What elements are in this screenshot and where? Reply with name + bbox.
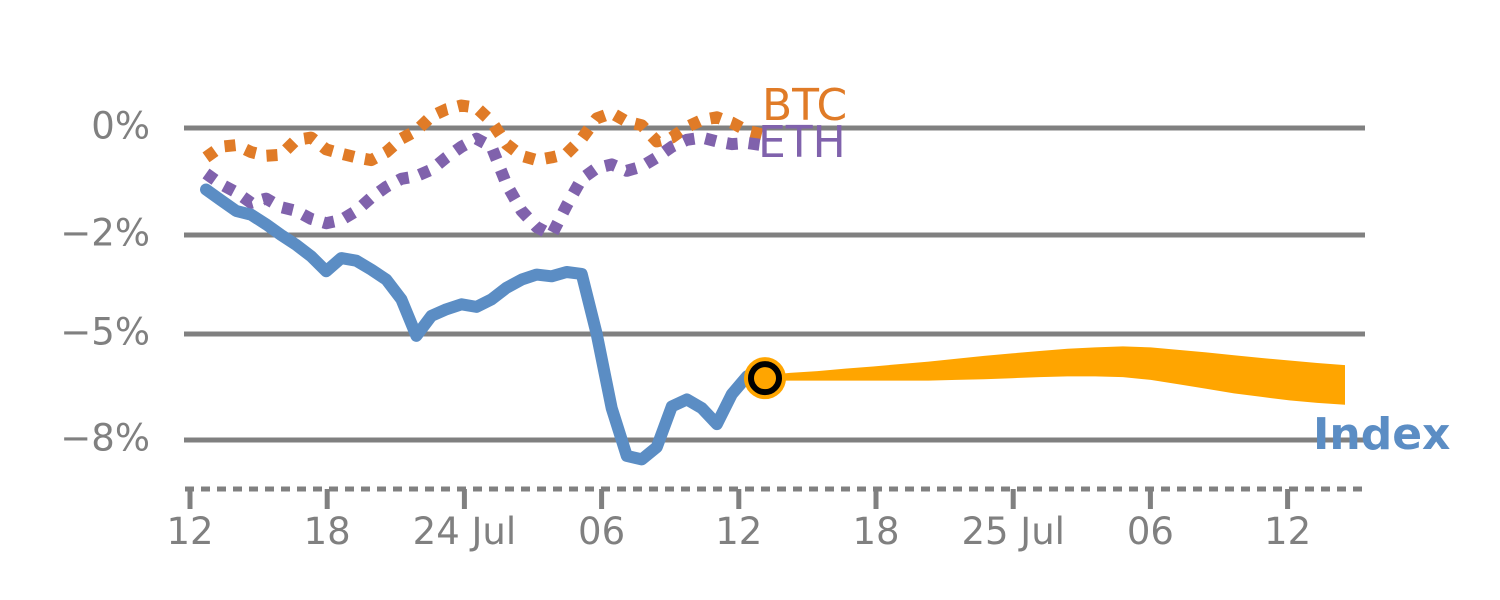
series-line-eth xyxy=(202,131,763,241)
x-tick-label: 06 xyxy=(1127,510,1174,553)
series-line-btc xyxy=(202,99,764,167)
series-lines-group xyxy=(200,99,768,466)
x-axis-group xyxy=(185,486,1365,509)
gridlines-group xyxy=(184,125,1365,443)
series-line-index xyxy=(200,183,768,466)
x-tick-label: 18 xyxy=(852,510,899,553)
x-tick-label: 12 xyxy=(1264,510,1311,553)
x-tick-label: 12 xyxy=(166,510,213,553)
series-label-btc: BTC xyxy=(762,80,847,131)
forecast-band xyxy=(762,346,1345,405)
series-label-eth: ETH xyxy=(758,117,846,168)
current-value-marker xyxy=(744,357,786,400)
y-tick-label: −2% xyxy=(60,212,150,255)
marker-dot[interactable] xyxy=(748,361,782,396)
x-tick-label: 12 xyxy=(715,510,762,553)
x-tick-label: 06 xyxy=(578,510,625,553)
series-label-index: Index xyxy=(1313,409,1450,460)
x-tick-label: 18 xyxy=(304,510,351,553)
x-tick-label: 25 Jul xyxy=(961,510,1064,553)
y-tick-labels-group: 0% −2% −5% −8% xyxy=(60,105,150,460)
forecast-band-group xyxy=(762,346,1345,405)
x-tick-label: 24 Jul xyxy=(413,510,516,553)
y-tick-label: −5% xyxy=(60,311,150,354)
y-tick-label: 0% xyxy=(91,105,150,148)
x-tick-labels-group: 12 18 24 Jul 06 12 18 25 Jul 06 12 xyxy=(166,510,1311,553)
y-tick-label: −8% xyxy=(60,417,150,460)
